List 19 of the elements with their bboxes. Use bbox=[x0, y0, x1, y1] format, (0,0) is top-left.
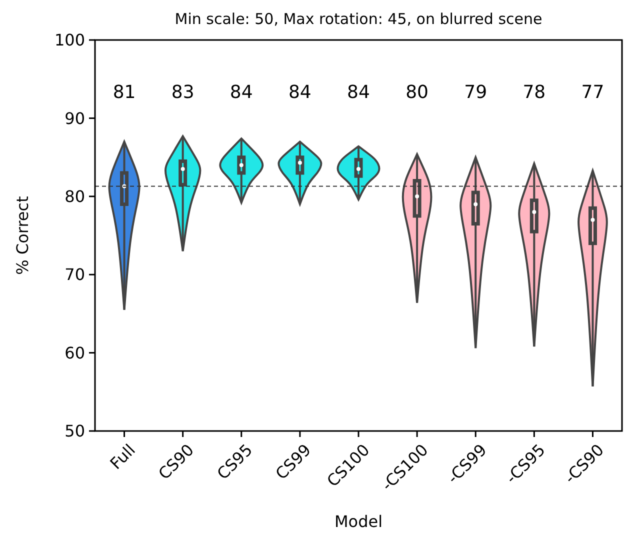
annotation: 84 bbox=[347, 82, 370, 103]
x-tick-label: Full bbox=[106, 440, 140, 474]
y-tick-label: 90 bbox=[64, 108, 85, 128]
annotation: 78 bbox=[522, 82, 546, 103]
chart-title: Min scale: 50, Max rotation: 45, on blurred scene bbox=[174, 10, 542, 28]
annotation: 80 bbox=[406, 82, 429, 103]
y-tick-label: 100 bbox=[54, 30, 85, 50]
annotation: 79 bbox=[464, 82, 488, 103]
annotation: 84 bbox=[230, 82, 253, 103]
y-tick-label: 60 bbox=[64, 343, 85, 362]
annotation: 83 bbox=[171, 82, 194, 103]
y-tick-label: 80 bbox=[64, 187, 85, 206]
annotation: 84 bbox=[288, 82, 312, 103]
y-tick-label: 50 bbox=[64, 422, 85, 441]
y-tick-label: 70 bbox=[64, 265, 85, 284]
annotation: 77 bbox=[581, 82, 604, 103]
x-axis-title: Model bbox=[334, 512, 383, 531]
annotation: 81 bbox=[112, 82, 136, 103]
y-axis-title: % Correct bbox=[13, 196, 32, 275]
